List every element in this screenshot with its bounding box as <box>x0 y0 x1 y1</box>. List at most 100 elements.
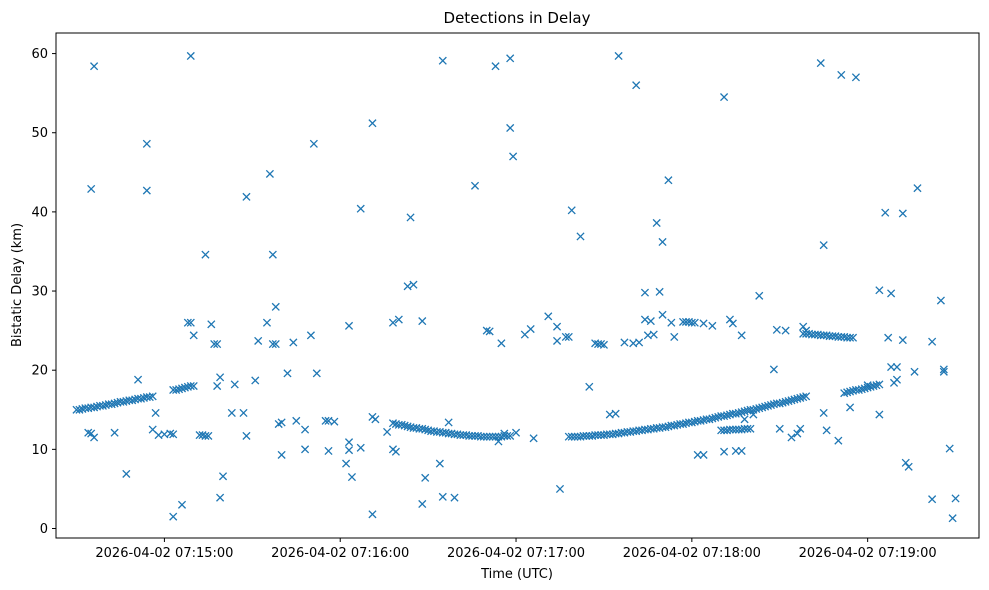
scatter-point <box>87 429 96 438</box>
scatter-point <box>497 339 506 348</box>
scatter-point <box>720 447 729 456</box>
scatter-point <box>210 340 219 349</box>
track-point <box>720 412 729 421</box>
scatter-point <box>793 429 802 438</box>
scatter-point <box>418 317 427 326</box>
scatter-point <box>649 330 658 339</box>
track-point <box>752 404 761 414</box>
scatter-point <box>371 415 380 424</box>
y-tick-label: 0 <box>40 522 48 537</box>
scatter-point <box>898 336 907 345</box>
track-point <box>491 432 500 441</box>
track-point <box>128 396 137 405</box>
scatter-point <box>670 332 679 342</box>
track-point <box>110 399 119 408</box>
track-point <box>175 385 184 394</box>
scatter-point <box>301 425 310 434</box>
track-point <box>75 405 84 414</box>
track-point <box>599 340 608 349</box>
track-point <box>796 393 805 402</box>
track-point <box>840 389 849 398</box>
scatter-point <box>216 373 225 382</box>
track-point <box>743 424 752 433</box>
scatter-point <box>526 324 535 334</box>
scatter-point <box>620 338 629 347</box>
scatter-point <box>646 317 655 326</box>
scatter-point <box>409 280 418 289</box>
track-point <box>854 385 863 395</box>
scatter-point <box>262 318 272 327</box>
scatter-point <box>277 450 286 459</box>
track-point <box>465 431 474 440</box>
track-point <box>787 396 796 405</box>
scatter-point <box>910 367 919 376</box>
track-point <box>482 432 491 441</box>
track-point <box>330 417 339 426</box>
scatter-point <box>772 325 781 334</box>
scatter-point <box>186 51 195 61</box>
scatter-point <box>875 410 884 419</box>
track-point <box>696 416 705 425</box>
track-point <box>169 430 178 439</box>
track-point <box>848 333 858 342</box>
track-point <box>711 413 720 422</box>
track-point <box>400 421 409 430</box>
scatter-point <box>186 318 195 327</box>
scatter-point <box>87 184 96 193</box>
track-point <box>172 385 181 395</box>
scatter-point <box>356 204 365 213</box>
scatter-point <box>201 250 210 259</box>
scatter-point <box>218 472 228 481</box>
scatter-point <box>356 443 365 452</box>
scatter-point <box>394 315 403 324</box>
scatter-point <box>561 332 570 342</box>
track-point <box>834 332 843 342</box>
track-point <box>758 403 767 412</box>
scatter-point <box>640 288 650 297</box>
scatter-point <box>421 473 430 482</box>
track-point <box>717 426 726 435</box>
scatter-point <box>611 409 620 418</box>
track-point <box>843 388 852 397</box>
track-point <box>277 418 286 427</box>
scatter-point <box>819 408 828 417</box>
scatter-point <box>491 62 500 71</box>
track-point <box>488 432 497 441</box>
scatter-point <box>936 296 945 305</box>
track-point <box>201 431 210 440</box>
x-tick-label: 2026-04-02 07:18:00 <box>623 546 761 561</box>
x-axis-ticks: 2026-04-02 07:15:00 2026-04-02 07:16:00 20… <box>95 538 937 561</box>
track-point <box>807 330 817 339</box>
scatter-point <box>544 312 553 321</box>
track-point <box>784 397 793 406</box>
scatter-point <box>268 340 277 349</box>
track-point <box>799 393 808 402</box>
track-point <box>825 332 834 341</box>
scatter-point <box>769 365 778 374</box>
scatter-point <box>306 331 315 340</box>
track-point <box>119 397 128 406</box>
track-point <box>189 381 198 391</box>
track-point <box>775 399 784 408</box>
scatter-point <box>892 375 902 384</box>
scatter-point <box>552 336 562 345</box>
x-tick-label: 2026-04-02 07:16:00 <box>271 546 409 561</box>
track-point <box>321 416 330 425</box>
scatter-point <box>438 56 447 65</box>
track-point <box>763 401 773 410</box>
scatter-point <box>213 340 222 349</box>
plot-frame <box>55 32 980 539</box>
scatter-point <box>655 287 664 296</box>
y-tick-label: 60 <box>31 47 48 62</box>
scatter-point <box>564 332 573 342</box>
track-point <box>186 381 195 391</box>
scatter-point <box>802 326 811 335</box>
scatter-point <box>576 232 585 241</box>
scatter-point <box>658 310 667 319</box>
track-point <box>678 317 688 326</box>
scatter-point <box>740 415 749 424</box>
scatter-point <box>383 427 392 436</box>
scatter-point <box>755 291 764 300</box>
scatter-point <box>438 492 447 501</box>
